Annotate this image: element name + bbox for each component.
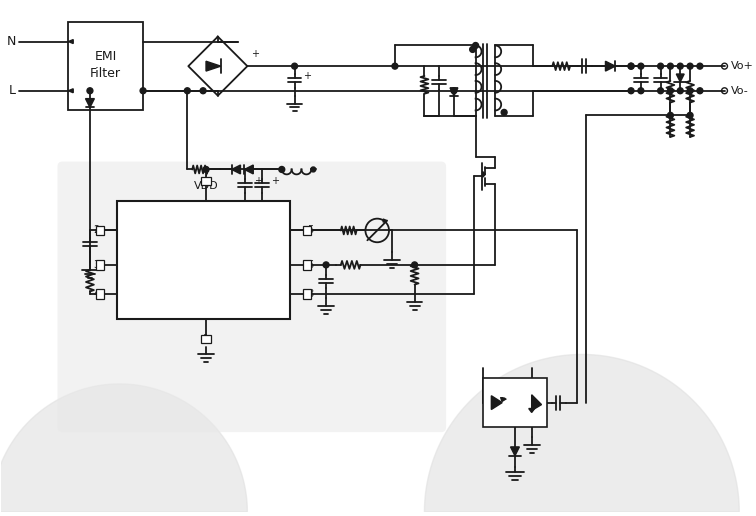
Text: 3: 3 — [94, 260, 100, 270]
Text: L: L — [9, 84, 16, 97]
Bar — [96, 225, 104, 235]
Circle shape — [472, 42, 479, 49]
Polygon shape — [383, 219, 387, 222]
Circle shape — [628, 63, 634, 69]
FancyBboxPatch shape — [57, 162, 446, 432]
Text: NC: NC — [125, 260, 141, 270]
Text: EMI: EMI — [94, 50, 116, 63]
Text: 4: 4 — [94, 289, 100, 299]
Bar — [68, 22, 143, 110]
Polygon shape — [482, 171, 485, 178]
Text: FB: FB — [125, 225, 139, 235]
Polygon shape — [231, 165, 240, 174]
Text: +: + — [303, 71, 311, 81]
Circle shape — [203, 167, 209, 172]
Circle shape — [628, 63, 634, 69]
Text: Vo-: Vo- — [730, 86, 748, 96]
Bar — [303, 225, 311, 235]
Polygon shape — [244, 165, 253, 174]
Text: 7: 7 — [203, 168, 209, 179]
Circle shape — [184, 88, 191, 94]
Bar — [303, 289, 311, 299]
Circle shape — [311, 167, 316, 172]
Text: 2: 2 — [94, 225, 100, 235]
Polygon shape — [450, 88, 458, 95]
Circle shape — [687, 112, 693, 118]
Bar — [303, 260, 311, 270]
Bar — [484, 378, 547, 427]
Text: VDD: VDD — [194, 181, 218, 191]
Polygon shape — [528, 409, 534, 412]
Text: 6: 6 — [308, 260, 314, 270]
Circle shape — [469, 46, 476, 53]
Circle shape — [451, 88, 457, 94]
Text: +: + — [254, 176, 262, 186]
Circle shape — [638, 88, 644, 94]
Circle shape — [200, 88, 206, 94]
Text: 1: 1 — [203, 334, 209, 344]
Circle shape — [668, 112, 674, 118]
Circle shape — [638, 63, 644, 69]
Bar — [117, 201, 290, 319]
Circle shape — [668, 88, 674, 94]
Circle shape — [668, 63, 674, 69]
Polygon shape — [206, 61, 221, 71]
Polygon shape — [68, 40, 73, 43]
Polygon shape — [677, 74, 684, 82]
Circle shape — [501, 109, 507, 116]
Text: Filter: Filter — [90, 67, 121, 79]
Polygon shape — [510, 447, 519, 456]
Circle shape — [323, 262, 329, 268]
Polygon shape — [68, 89, 73, 93]
Polygon shape — [85, 99, 94, 107]
Circle shape — [658, 63, 664, 69]
Circle shape — [87, 88, 93, 94]
Text: N: N — [7, 35, 16, 48]
Text: +: + — [271, 176, 279, 186]
Text: 8: 8 — [308, 289, 314, 299]
Circle shape — [697, 63, 703, 69]
Text: GATE: GATE — [253, 289, 282, 299]
Circle shape — [140, 88, 146, 94]
Bar — [96, 260, 104, 270]
Polygon shape — [0, 384, 247, 512]
Text: +: + — [251, 50, 259, 59]
Circle shape — [292, 63, 298, 69]
Text: SENSE: SENSE — [245, 260, 282, 270]
Circle shape — [697, 88, 703, 94]
Circle shape — [628, 88, 634, 94]
Bar — [201, 178, 211, 185]
Polygon shape — [491, 396, 502, 410]
Polygon shape — [424, 354, 739, 512]
Circle shape — [658, 88, 664, 94]
Bar — [96, 289, 104, 299]
Polygon shape — [531, 395, 541, 411]
Circle shape — [677, 88, 683, 94]
Text: RT: RT — [268, 225, 282, 235]
Circle shape — [412, 262, 417, 268]
Polygon shape — [606, 61, 615, 71]
Bar — [201, 335, 211, 343]
Text: Vo+: Vo+ — [730, 61, 753, 71]
Circle shape — [687, 63, 693, 69]
Circle shape — [392, 63, 398, 69]
Text: HV: HV — [125, 289, 141, 299]
Circle shape — [279, 167, 285, 172]
Circle shape — [677, 63, 683, 69]
Circle shape — [687, 88, 693, 94]
Text: 5: 5 — [308, 225, 314, 235]
